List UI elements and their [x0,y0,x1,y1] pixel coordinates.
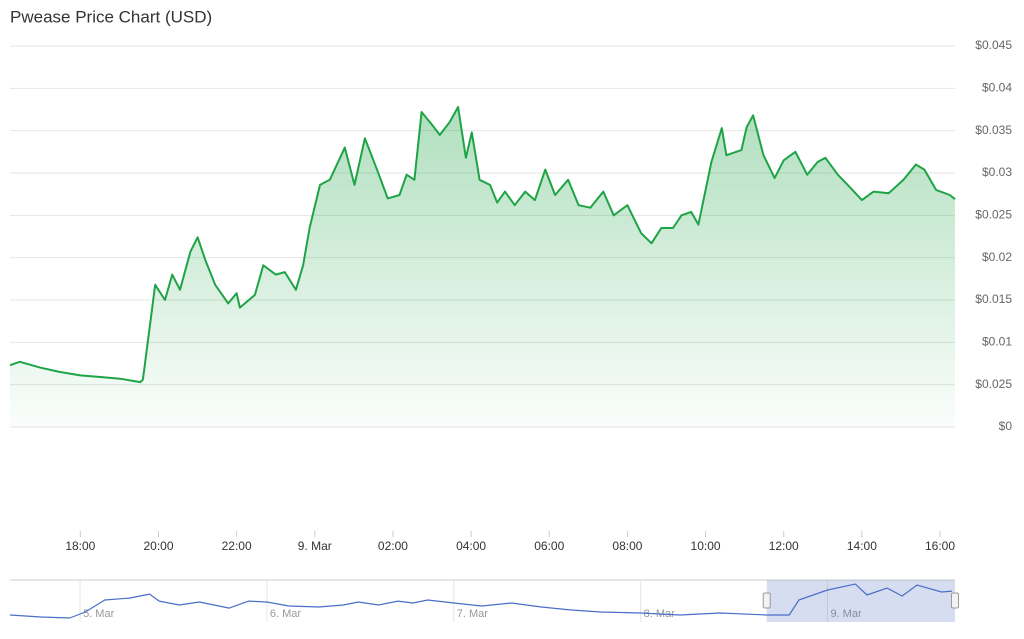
y-tick-label: $0.025 [975,377,1012,391]
price-line [9,106,956,384]
x-tick-label: 22:00 [222,539,252,553]
x-tick-label: 08:00 [612,539,642,553]
navigator-tick-label: 9. Mar [830,608,862,620]
y-tick-label: $0.035 [975,123,1012,137]
x-tick-label: 16:00 [925,539,955,553]
navigator-line [9,583,953,619]
y-tick-label: $0.04 [982,81,1012,95]
x-tick-label: 18:00 [65,539,95,553]
x-tick-label: 06:00 [534,539,564,553]
y-tick-label: $0.015 [975,292,1012,306]
x-tick-label: 9. Mar [298,539,332,553]
navigator-handle [762,592,771,609]
y-tick-label: $0.025 [975,208,1012,222]
x-tick-label: 14:00 [847,539,877,553]
y-tick-label: $0 [999,419,1013,433]
area [10,107,955,427]
y-tick-label: $0.02 [982,250,1012,264]
navigator-tick-label: 6. Mar [270,608,302,620]
y-tick-label: $0.045 [975,38,1012,52]
navigator-tick-label: 5. Mar [83,608,115,620]
x-tick-label: 02:00 [378,539,408,553]
x-tick-label: 20:00 [143,539,173,553]
chart-title: Pwease Price Chart (USD) [10,7,212,26]
y-tick-label: $0.03 [982,165,1012,179]
navigator-selection [766,580,955,622]
y-tick-label: $0.01 [982,335,1012,349]
navigator-tick-label: 7. Mar [457,608,489,620]
x-tick-label: 04:00 [456,539,486,553]
navigator-handle [951,592,959,609]
x-tick-label: 12:00 [769,539,799,553]
x-tick-label: 10:00 [691,539,721,553]
